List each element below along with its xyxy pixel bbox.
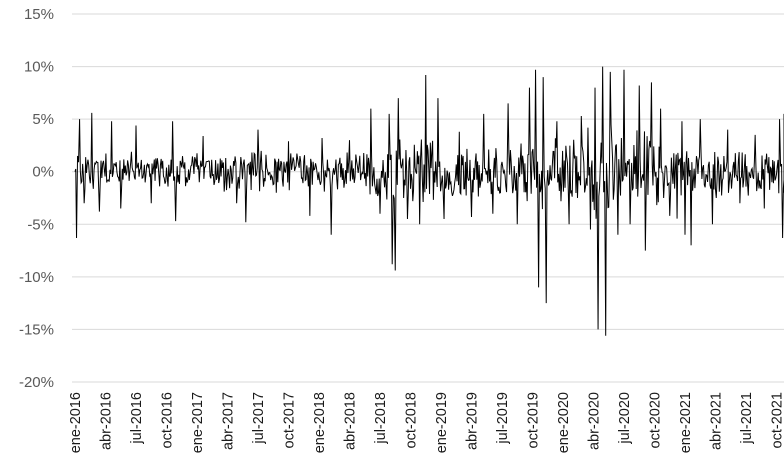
x-tick-label: abr-2020	[587, 392, 603, 450]
series-line	[74, 66, 784, 336]
series-layer	[74, 66, 784, 336]
x-tick-label: oct-2019	[526, 392, 542, 448]
y-tick-label: -10%	[19, 269, 54, 286]
x-tick-label: abr-2017	[221, 392, 237, 450]
x-tick-label: ene-2017	[190, 392, 206, 453]
x-tick-label: jul-2016	[129, 392, 145, 445]
x-tick-label: abr-2021	[709, 392, 725, 450]
y-tick-label: 0%	[32, 164, 54, 181]
y-tick-label: 10%	[24, 59, 54, 76]
x-tick-label: jul-2020	[617, 392, 633, 445]
y-tick-label: -5%	[27, 216, 54, 233]
x-tick-label: jul-2021	[739, 392, 755, 445]
x-tick-label: oct-2016	[160, 392, 176, 448]
x-tick-label: jul-2017	[251, 392, 267, 445]
x-tick-label: ene-2019	[434, 392, 450, 453]
x-tick-label: abr-2016	[99, 392, 115, 450]
x-tick-label: oct-2017	[282, 392, 298, 448]
x-tick-label: abr-2019	[465, 392, 481, 450]
x-axis: ene-2016 abr-2016 jul-2016 oct-2016 ene-2017…	[68, 392, 784, 453]
y-tick-label: -15%	[19, 321, 54, 338]
y-tick-label: 15%	[24, 6, 54, 23]
x-tick-label: ene-2016	[68, 392, 84, 453]
x-tick-label: oct-2018	[404, 392, 420, 448]
x-tick-label: ene-2020	[556, 392, 572, 453]
x-tick-label: oct-2021	[770, 392, 784, 448]
x-tick-label: ene-2021	[678, 392, 694, 453]
x-tick-label: jul-2018	[373, 392, 389, 445]
x-tick-label: ene-2018	[312, 392, 328, 453]
y-tick-label: 5%	[32, 111, 54, 128]
y-tick-label: -20%	[19, 374, 54, 391]
x-tick-label: jul-2019	[495, 392, 511, 445]
y-axis: 15% 10% 5% 0% -5% -10% -15% -20%	[19, 6, 54, 391]
x-tick-label: abr-2018	[343, 392, 359, 450]
x-tick-label: oct-2020	[648, 392, 664, 448]
